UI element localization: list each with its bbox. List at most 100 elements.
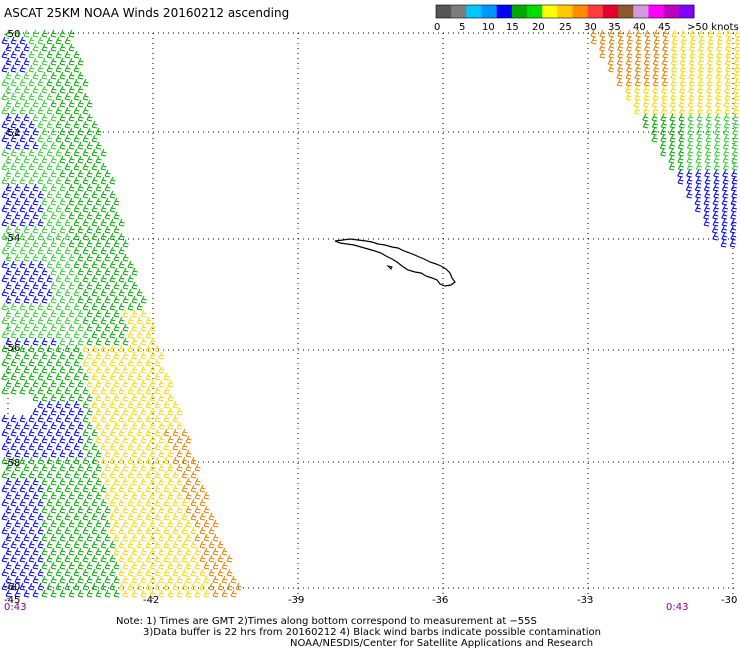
wind-barb <box>149 589 156 598</box>
wind-barb <box>50 183 57 192</box>
wind-barb <box>19 526 26 535</box>
wind-barb <box>28 36 35 45</box>
wind-barb <box>68 477 75 486</box>
island-detail <box>386 265 393 270</box>
wind-barb <box>55 498 62 507</box>
wind-barb <box>711 225 719 234</box>
wind-barb <box>127 498 134 507</box>
wind-barb <box>127 540 134 549</box>
wind-barb <box>14 463 21 472</box>
wind-barb <box>662 50 669 59</box>
wind-barb <box>118 288 125 297</box>
wind-barb <box>104 393 111 402</box>
wind-barb <box>68 225 75 234</box>
wind-barb <box>68 71 75 80</box>
wind-barb <box>23 211 30 220</box>
wind-barb <box>86 463 93 472</box>
wind-barb <box>167 463 174 472</box>
wind-barb <box>82 358 89 367</box>
wind-barb <box>154 554 161 563</box>
wind-barb <box>154 372 161 381</box>
wind-barb <box>82 274 89 283</box>
wind-barb <box>5 127 12 136</box>
wind-barb <box>5 309 12 318</box>
wind-barb <box>55 50 62 59</box>
wind-barb <box>697 85 704 94</box>
wind-barb <box>100 386 107 395</box>
wind-barb <box>687 148 694 157</box>
wind-barb <box>140 561 147 570</box>
wind-barb <box>714 127 721 136</box>
legend-label: 40 <box>633 22 646 33</box>
wind-barb <box>59 113 66 122</box>
wind-barb <box>104 351 111 360</box>
wind-barb <box>680 36 687 45</box>
wind-barb <box>32 449 39 458</box>
wind-barb <box>77 323 84 332</box>
legend-swatch <box>451 5 467 18</box>
wind-barb <box>104 463 111 472</box>
wind-barb <box>104 211 111 220</box>
wind-barb <box>127 344 134 353</box>
wind-barb <box>145 470 152 479</box>
wind-barb <box>113 267 120 276</box>
wind-barb <box>181 428 188 437</box>
wind-barb <box>28 218 35 227</box>
wind-barb <box>194 589 201 598</box>
wind-barb <box>64 540 71 549</box>
wind-barb <box>127 274 134 283</box>
wind-barb <box>158 365 165 374</box>
wind-barb <box>113 393 120 402</box>
wind-barb <box>131 337 138 346</box>
wind-barb <box>5 267 12 276</box>
wind-barb <box>176 589 183 598</box>
wind-barb <box>46 218 53 227</box>
wind-barb <box>82 78 89 87</box>
wind-barb <box>706 78 713 87</box>
wind-barb <box>660 148 667 157</box>
wind-barb <box>118 484 125 493</box>
wind-barb <box>172 470 179 479</box>
wind-barb <box>686 169 693 178</box>
wind-barb <box>28 330 35 339</box>
wind-barb <box>46 526 53 535</box>
wind-barb <box>5 113 12 122</box>
wind-barb <box>14 379 21 388</box>
wind-barb <box>713 169 720 178</box>
wind-barb <box>64 50 71 59</box>
wind-barb <box>41 85 48 94</box>
wind-barb <box>50 463 57 472</box>
wind-barb <box>109 498 116 507</box>
lat-label-52: -52 <box>4 128 20 139</box>
wind-barb <box>28 232 35 241</box>
wind-barb <box>10 512 17 521</box>
wind-barb <box>95 393 102 402</box>
wind-barb <box>28 498 35 507</box>
wind-barb <box>642 99 649 108</box>
wind-barb <box>109 456 116 465</box>
wind-barb <box>19 330 26 339</box>
wind-barb <box>190 456 197 465</box>
wind-barb <box>32 253 39 262</box>
wind-barb <box>41 379 48 388</box>
wind-barb <box>712 211 719 220</box>
wind-barb <box>91 148 98 157</box>
wind-barb <box>14 533 21 542</box>
wind-barb <box>172 554 179 563</box>
wind-barb <box>73 92 80 101</box>
wind-barb <box>704 176 711 185</box>
wind-barb <box>55 36 62 45</box>
wind-barb <box>46 120 53 129</box>
wind-barb <box>95 379 102 388</box>
wind-barb <box>707 64 714 73</box>
wind-barb <box>154 400 161 409</box>
wind-barb <box>104 337 111 346</box>
wind-barb <box>140 323 147 332</box>
wind-barb <box>181 512 188 521</box>
wind-barb <box>145 582 152 591</box>
wind-barb <box>77 309 84 318</box>
wind-barb <box>77 127 84 136</box>
wind-barb <box>634 85 641 94</box>
wind-barb <box>733 57 740 66</box>
wind-barb <box>660 99 667 108</box>
